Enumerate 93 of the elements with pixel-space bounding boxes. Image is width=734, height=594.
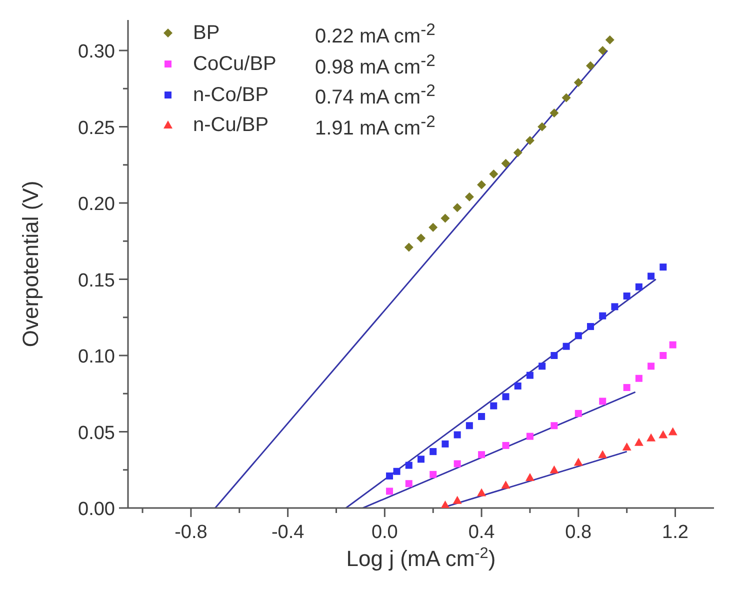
x-tick-label: -0.8 [174,522,208,543]
legend-label: n-Co/BP [193,82,270,107]
annotation: 0.74 mA cm$^{-2}$ [315,80,436,110]
point [574,78,583,88]
point [489,170,498,179]
point [660,352,667,359]
point [550,465,559,474]
point [502,442,510,449]
point [464,192,474,202]
point [598,46,608,55]
point [525,136,534,145]
point [623,292,630,300]
point [635,374,642,382]
point [386,488,394,495]
y-tick-label: 0.30 [78,42,115,62]
annotation: 1.91 mA cm$^{-2}$ [315,110,436,141]
x-axis-title: Log j (mA cm$^{-2}$) [346,544,496,571]
point [478,451,486,458]
point [599,398,606,405]
y-tick-label: 0.15 [78,270,115,292]
x-tick-label: 0.8 [565,522,592,543]
point [404,242,414,252]
legend-label: n-Cu/BP [193,113,270,138]
point [477,488,486,496]
point [440,214,450,223]
point [611,303,618,310]
point [550,422,558,430]
point [477,180,486,190]
point [452,203,462,212]
point [538,122,547,132]
point [501,158,510,168]
point [502,393,510,400]
point [550,108,559,118]
point [440,500,450,508]
point [587,323,594,330]
point [478,413,486,420]
y-tick-label: 0.10 [78,346,115,368]
point [646,433,656,442]
point [550,352,558,359]
point [514,382,522,390]
point [660,264,667,271]
y-tick-label: 0.25 [78,118,115,139]
point [405,480,412,488]
y-tick-label: 0.00 [78,499,115,520]
point [605,35,614,44]
point [501,480,510,489]
point [562,342,570,350]
y-axis-title: Overpotential (V) [18,180,43,348]
point [562,93,571,102]
point [622,442,632,450]
point [574,410,582,417]
point [386,472,394,480]
point [574,332,582,340]
point [513,148,522,158]
x-tick-label: 1.2 [662,522,688,543]
point [466,422,473,430]
point [442,440,449,448]
legend-label: BP [193,21,221,46]
point [416,234,426,243]
point [452,496,462,504]
point [648,272,655,280]
point [525,473,534,481]
point [598,450,608,458]
x-tick-label: 0.0 [371,522,398,543]
y-tick-label: 0.20 [78,194,115,215]
point [648,362,655,370]
point [669,341,676,348]
point [538,362,546,370]
point [574,458,583,466]
point [599,312,606,320]
point [635,283,642,290]
point [430,470,437,478]
point [430,448,437,456]
legend-label: CoCu/BP [193,52,278,76]
x-tick-label: 0.4 [468,522,496,543]
point [623,384,630,392]
point [490,402,498,410]
point [526,372,534,379]
y-tick-label: 0.05 [78,422,115,444]
point [526,432,534,440]
point [428,222,438,232]
point [418,456,424,463]
point [454,431,461,438]
point [393,468,400,475]
annotation: 0.22 mA cm$^{-2}$ [315,19,436,49]
point [586,61,596,70]
annotation: 0.98 mA cm$^{-2}$ [315,50,436,80]
point [634,438,644,446]
point [658,430,668,438]
x-tick-label: -0.4 [271,522,305,543]
point [668,427,678,436]
point [405,462,412,469]
point [454,460,461,468]
